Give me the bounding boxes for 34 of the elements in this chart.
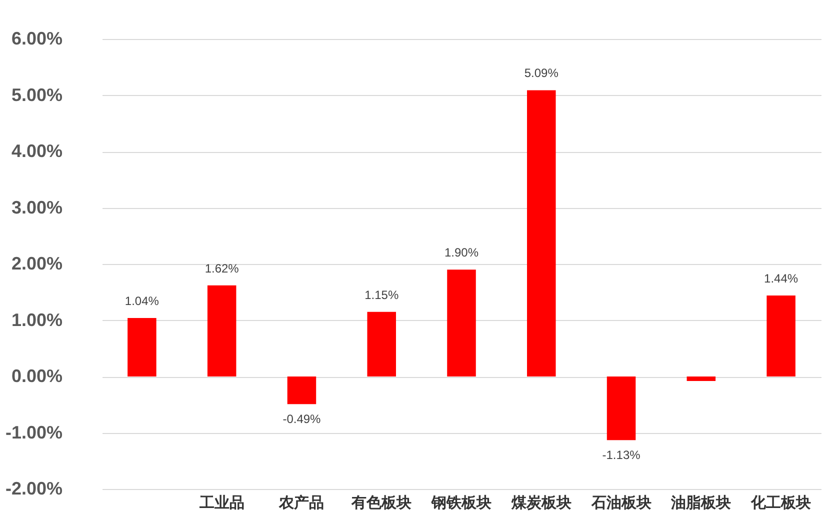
bar [527, 90, 556, 376]
data-label: 1.62% [204, 261, 240, 276]
y-tick-label: -1.00% [5, 422, 62, 442]
y-tick-label: 2.00% [11, 254, 62, 274]
x-tick-label: 钢铁板块 [430, 494, 492, 512]
y-tick-label: 5.00% [11, 84, 62, 105]
y-tick-label: 4.00% [11, 141, 62, 161]
x-tick-label: 油脂板块 [670, 494, 732, 512]
bar [766, 296, 796, 376]
bar [367, 312, 396, 376]
y-tick-label: 0.00% [11, 366, 62, 386]
bar [686, 376, 716, 381]
data-label: 1.15% [364, 288, 399, 302]
data-label: -1.13% [602, 448, 641, 462]
x-tick-label: 石油板块 [590, 494, 652, 512]
data-label: -0.49% [282, 412, 322, 426]
x-tick-label: 工业品 [198, 494, 244, 512]
x-tick-label: 农产品 [278, 494, 324, 512]
data-label: 1.04% [124, 294, 160, 308]
y-tick-label: 3.00% [11, 197, 62, 218]
x-tick-label: 化工板块 [750, 494, 812, 512]
bar [447, 270, 476, 376]
data-label: 5.09% [524, 66, 559, 80]
bar [287, 376, 316, 404]
data-label: 1.90% [444, 246, 479, 260]
y-tick-label: 6.00% [11, 28, 62, 48]
y-tick-label: 1.00% [11, 310, 62, 330]
bar [128, 318, 156, 376]
x-tick-label: 煤炭板块 [510, 494, 572, 512]
bar [606, 376, 636, 440]
data-label: 1.44% [764, 272, 798, 286]
bar [207, 285, 236, 376]
y-tick-label: -2.00% [5, 478, 62, 498]
x-tick-label: 有色板块 [350, 494, 412, 512]
